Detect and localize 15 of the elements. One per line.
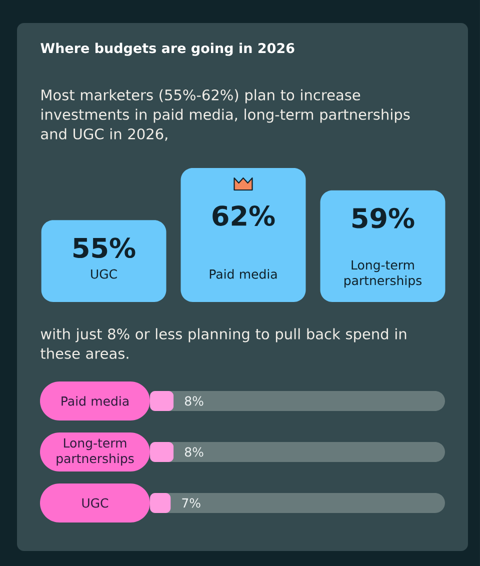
- data-label: 8%: [184, 396, 204, 406]
- y-tick-label: UGC: [82, 498, 108, 508]
- data-label: 59%: [352, 208, 414, 228]
- x-tick-label: UGC: [91, 269, 117, 279]
- chart-subtitle: Most marketers (55%-62%) plan to increase investments in paid media, long-term partnerships and UGC in 2026,: [41, 89, 410, 141]
- chart-subtitle: with just 8% or less planning to pull back spend in these areas.: [40, 328, 406, 359]
- x-tick-label: Paid media: [210, 269, 277, 279]
- chart-title: Where budgets are going in 2026: [40, 42, 294, 56]
- y-tick-label: Long-term partnerships: [56, 438, 134, 466]
- data-label: 55%: [74, 238, 136, 258]
- data-label: 8%: [184, 447, 204, 457]
- x-tick-label: Long-term partnerships: [344, 260, 422, 288]
- data-label: 7%: [182, 498, 200, 508]
- y-tick-label: Paid media: [62, 396, 128, 406]
- data-label: 62%: [212, 206, 275, 226]
